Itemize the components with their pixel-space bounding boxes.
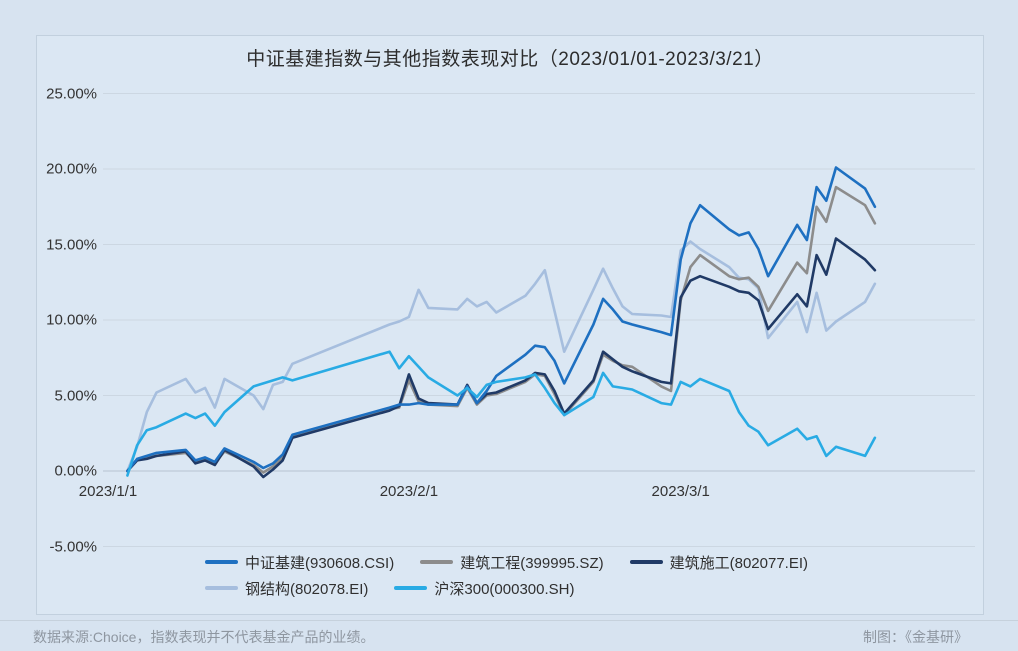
chart-panel: 中证基建指数与其他指数表现对比（2023/01/01-2023/3/21）	[36, 35, 984, 615]
legend-item-label: 建筑施工(802077.EI)	[669, 554, 808, 572]
legend-line-swatch	[420, 560, 454, 564]
legend-item-label: 建筑工程(399995.SZ)	[460, 554, 604, 572]
legend-item-steel-structure: 钢结构(802078.EI)	[205, 578, 368, 599]
legend-row-2: 钢结构(802078.EI) 沪深300(000300.SH)	[205, 578, 574, 598]
x-axis-tick-label: 2023/3/1	[651, 483, 710, 500]
legend-line-swatch	[205, 560, 238, 564]
legend-line-swatch	[394, 586, 428, 590]
y-axis-tick-label: 10.00%	[46, 311, 97, 329]
legend-line-swatch	[205, 586, 238, 590]
legend-item-construction-engineering: 建筑工程(399995.SZ)	[420, 552, 604, 573]
y-axis-tick-label: 0.00%	[54, 462, 97, 480]
x-axis-tick-label: 2023/2/1	[379, 483, 439, 500]
legend-line-swatch	[629, 560, 663, 564]
legend-item-csi-infrastructure: 中证基建(930608.CSI)	[205, 552, 394, 573]
footer-credit: 制图：《金基研》	[863, 629, 968, 645]
y-axis-tick-label: 25.00%	[46, 85, 97, 102]
legend-item-csi300: 沪深300(000300.SH)	[394, 578, 574, 599]
footer-source: 数据来源:Choice，指数表现并不代表基金产品的业绩。	[33, 629, 375, 645]
x-axis-tick-label: 2023/1/1	[78, 483, 138, 500]
legend-item-label: 中证基建(930608.CSI)	[245, 554, 395, 572]
y-axis-tick-label: 15.00%	[46, 236, 97, 253]
y-axis-tick-label: 5.00%	[54, 387, 97, 404]
footer-divider	[0, 620, 1018, 621]
y-axis-tick-label: -5.00%	[49, 538, 97, 555]
y-axis-tick-label: 20.00%	[46, 160, 97, 178]
chart-title: 中证基建指数与其他指数表现对比（2023/01/01-2023/3/21）	[246, 49, 774, 70]
legend-item-label: 钢结构(802078.EI)	[245, 580, 369, 598]
legend-item-building-construction: 建筑施工(802077.EI)	[629, 552, 808, 573]
legend-item-label: 沪深300(000300.SH)	[434, 580, 575, 598]
legend-row-1: 中证基建(930608.CSI) 建筑工程(399995.SZ) 建筑施工(80…	[205, 552, 808, 572]
